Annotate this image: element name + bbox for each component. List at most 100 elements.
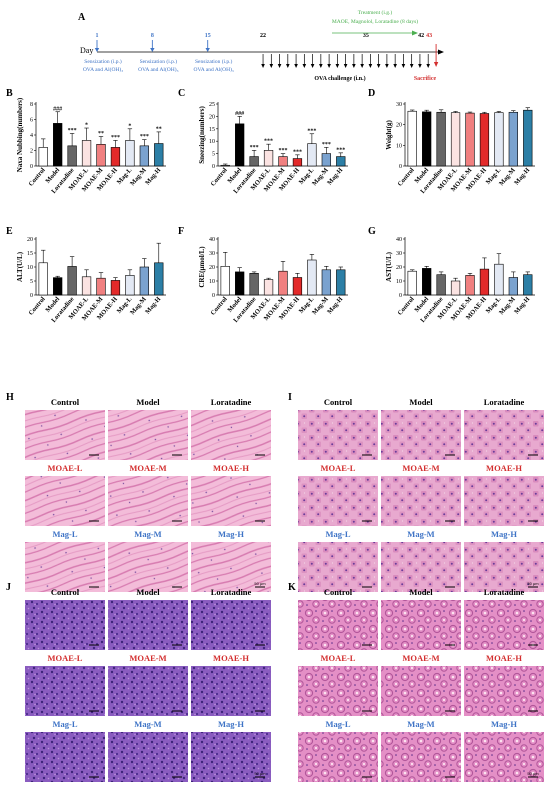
histology-spleen: J Control Model Loratadine MOAE-L MOAE-M MOAE-… <box>6 582 271 782</box>
panel-letter-a: A <box>78 12 86 23</box>
significance-mark: ** <box>156 126 162 132</box>
challenge-arrowhead <box>286 64 290 68</box>
panel-letter-j: J <box>6 582 11 593</box>
panel-letter-i: I <box>288 392 292 403</box>
bar-moae-l <box>263 150 274 167</box>
histology-image-liver <box>298 476 378 526</box>
x-tick-label: Mag-M <box>129 167 148 188</box>
histology-image-kidney <box>464 600 544 650</box>
sensitization-arrowhead <box>94 48 100 52</box>
bar-moae-m <box>465 275 475 296</box>
challenge-arrowhead <box>327 64 331 68</box>
histology-image-heart <box>25 476 105 526</box>
y-tick-label: 10 <box>396 279 402 285</box>
bar-moae-h <box>292 158 303 167</box>
panel-letter-h: H <box>6 392 14 403</box>
bar-moae-l <box>81 140 92 167</box>
histology-label: Mag-L <box>52 719 77 729</box>
histology-image-kidney <box>381 600 461 650</box>
bar-mag-m <box>139 266 149 296</box>
histology-image-heart <box>108 410 188 460</box>
scale-bar-label: 50 μm <box>254 581 266 586</box>
challenge-arrowhead <box>409 64 414 68</box>
panel-letter-k: K <box>288 582 296 593</box>
histology-image-liver <box>381 542 461 592</box>
histology-label: Mag-M <box>407 529 434 539</box>
histology-image-kidney <box>464 666 544 716</box>
significance-mark: *** <box>68 128 77 134</box>
y-tick-label: 10 <box>396 143 402 149</box>
histology-label: Model <box>136 397 160 407</box>
bar-mag-l <box>307 259 317 296</box>
panel-letter-f: F <box>178 226 184 237</box>
challenge-arrowhead <box>319 64 323 68</box>
histology-label: Loratadine <box>211 587 252 597</box>
bar-mag-l <box>307 143 317 167</box>
y-tick-label: 5 <box>30 279 33 285</box>
bar-mag-m <box>508 277 518 296</box>
bar-control <box>407 270 417 296</box>
histology-label: MOAE-M <box>402 653 439 663</box>
y-axis-label: Sneezing(numbers) <box>198 106 206 164</box>
sacrifice-label: Sacrifice <box>414 76 437 82</box>
bar-loratadine <box>249 272 259 296</box>
y-tick-label: 0 <box>399 164 402 170</box>
histology-label: MOAE-M <box>129 653 166 663</box>
y-axis-label: AST(U/L) <box>385 251 393 282</box>
day-tick-15: 15 <box>205 33 211 39</box>
histology-liver: I Control Model Loratadine MOAE-L MOAE-M MOAE-… <box>288 392 544 592</box>
bar-control <box>38 147 48 167</box>
histology-label: Control <box>51 587 80 597</box>
challenge-arrowhead <box>418 64 422 68</box>
y-tick-label: 20 <box>396 123 402 129</box>
y-tick-label: 20 <box>209 114 215 120</box>
y-tick-label: 40 <box>209 237 215 243</box>
significance-mark: * <box>128 123 131 129</box>
bar-model <box>422 111 432 167</box>
bar-mag-h <box>154 262 164 296</box>
y-tick-label: 2 <box>30 149 33 155</box>
x-tick-label: Mag-H <box>326 296 344 316</box>
bar-moae-l <box>263 279 274 296</box>
sensitization-line1: Sensization (i.p.) <box>140 58 178 65</box>
histology-image-spleen <box>108 732 188 782</box>
histology-label: MOAE-H <box>486 653 522 663</box>
bar-mag-h <box>154 143 164 167</box>
significance-mark: *** <box>293 149 302 155</box>
day-tick-22: 22 <box>260 33 266 39</box>
histology-image-kidney <box>381 666 461 716</box>
bar-mag-h <box>336 156 346 167</box>
bar-mag-l <box>125 140 135 167</box>
histology-image-spleen <box>108 600 188 650</box>
challenge-arrowhead <box>343 64 348 68</box>
histology-label: MOAE-L <box>321 463 356 473</box>
histology-label: Loratadine <box>484 587 525 597</box>
challenge-arrowhead <box>302 64 307 68</box>
histology-image-heart <box>191 542 271 592</box>
bar-moae-h <box>292 277 303 296</box>
significance-mark: *** <box>140 134 149 140</box>
bar-mag-m <box>508 111 518 167</box>
y-tick-label: 4 <box>30 133 33 139</box>
histology-image-spleen <box>108 666 188 716</box>
chart-c: C0510152025Sneezing(numbers)Control###Mo… <box>178 88 348 195</box>
significance-mark: *** <box>250 145 259 151</box>
day-tick-42: 42 <box>418 33 424 39</box>
histology-label: Mag-L <box>325 719 350 729</box>
histology-image-heart <box>191 476 271 526</box>
challenge-arrowhead <box>376 64 381 68</box>
significance-mark: *** <box>111 135 120 141</box>
bar-mag-h <box>523 109 533 167</box>
challenge-arrowhead <box>426 64 430 68</box>
bar-moae-h <box>110 280 121 296</box>
bar-control <box>220 265 230 296</box>
histology-label: Mag-M <box>134 529 161 539</box>
bar-control <box>220 164 230 167</box>
histology-image-liver <box>298 410 378 460</box>
bar-loratadine <box>67 266 77 296</box>
histology-label: Control <box>324 587 353 597</box>
bar-moae-l <box>450 280 461 296</box>
histology-label: Mag-L <box>325 529 350 539</box>
histology-image-liver <box>464 542 544 592</box>
histology-kidney: K Control Model Loratadine MOAE-L MOAE-M MOAE-… <box>288 582 544 782</box>
